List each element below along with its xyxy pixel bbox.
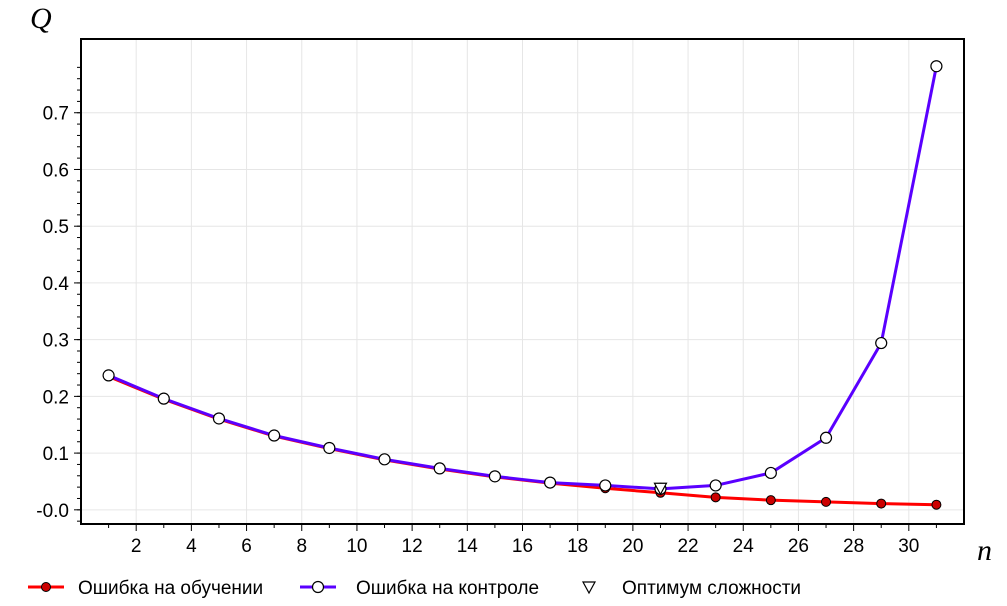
x-tick-label: 16: [512, 536, 533, 557]
train-error-point: [931, 499, 942, 510]
x-tick-label: 10: [346, 536, 367, 557]
ticks: 2 4 6 8 10 12 14 16 18 20 22 24 26 28 30-0.00.10.20.30…: [36, 66, 937, 557]
x-tick-label: 6: [241, 536, 252, 557]
y-tick-label: 0.1: [43, 444, 69, 465]
legend-optimum-marker: [581, 581, 597, 595]
train-error-point: [765, 495, 776, 506]
test-error-point: [819, 431, 833, 444]
x-tick-label: 14: [457, 536, 479, 557]
x-tick-label: 30: [898, 536, 919, 557]
test-error-point: [875, 336, 888, 350]
x-tick-label: 4: [186, 536, 197, 557]
test-error-point: [543, 476, 557, 489]
legend-optimum-label: Оптимум сложности: [622, 578, 801, 599]
y-tick-label: 0.5: [43, 217, 69, 238]
x-tick-label: 12: [402, 536, 423, 557]
y-tick-label: 0.4: [43, 274, 70, 295]
test-error-point: [102, 369, 115, 382]
legend: Ошибка на обучении Ошибка на контроле Опти…: [28, 578, 801, 599]
x-tick-label: 22: [677, 536, 698, 557]
x-tick-label: 24: [733, 536, 755, 557]
x-tick-label: 2: [131, 536, 142, 557]
x-tick-label: 18: [567, 536, 588, 557]
test-error-point: [157, 392, 170, 405]
legend-test-label: Ошибка на контроле: [356, 578, 539, 599]
y-tick-label: 0.6: [43, 160, 69, 181]
y-tick-label: 0.3: [43, 331, 69, 352]
test-error-point: [378, 453, 391, 466]
series: [102, 60, 943, 510]
test-error-point: [268, 429, 281, 442]
test-error-point: [488, 470, 502, 483]
optimum-marker: [653, 482, 668, 496]
test-error-point: [212, 412, 226, 425]
y-tick-label: 0.2: [43, 387, 69, 408]
x-tick-label: 26: [788, 536, 809, 557]
y-tick-label: 0.7: [43, 104, 69, 125]
train-error-point: [821, 496, 832, 507]
test-error-point: [433, 462, 446, 475]
legend-train-label: Ошибка на обучении: [78, 578, 263, 599]
test-error-point: [709, 479, 722, 492]
test-error-line: [108, 65, 938, 491]
x-tick-label: 20: [622, 536, 643, 557]
x-tick-label: 8: [296, 536, 307, 557]
y-tick-label: -0.0: [36, 501, 69, 522]
test-error-point: [599, 479, 612, 492]
legend-train-marker: [41, 582, 51, 592]
legend-test-marker: [311, 580, 325, 594]
test-error-point: [323, 441, 336, 455]
grid: [81, 39, 964, 524]
train-error-point: [710, 492, 721, 503]
y-axis-label: Q: [30, 2, 52, 35]
train-error-point: [876, 498, 887, 509]
x-tick-label: 28: [843, 536, 864, 557]
x-axis-label: n: [977, 534, 992, 567]
test-error-point: [930, 60, 943, 73]
test-error-point: [764, 466, 777, 480]
